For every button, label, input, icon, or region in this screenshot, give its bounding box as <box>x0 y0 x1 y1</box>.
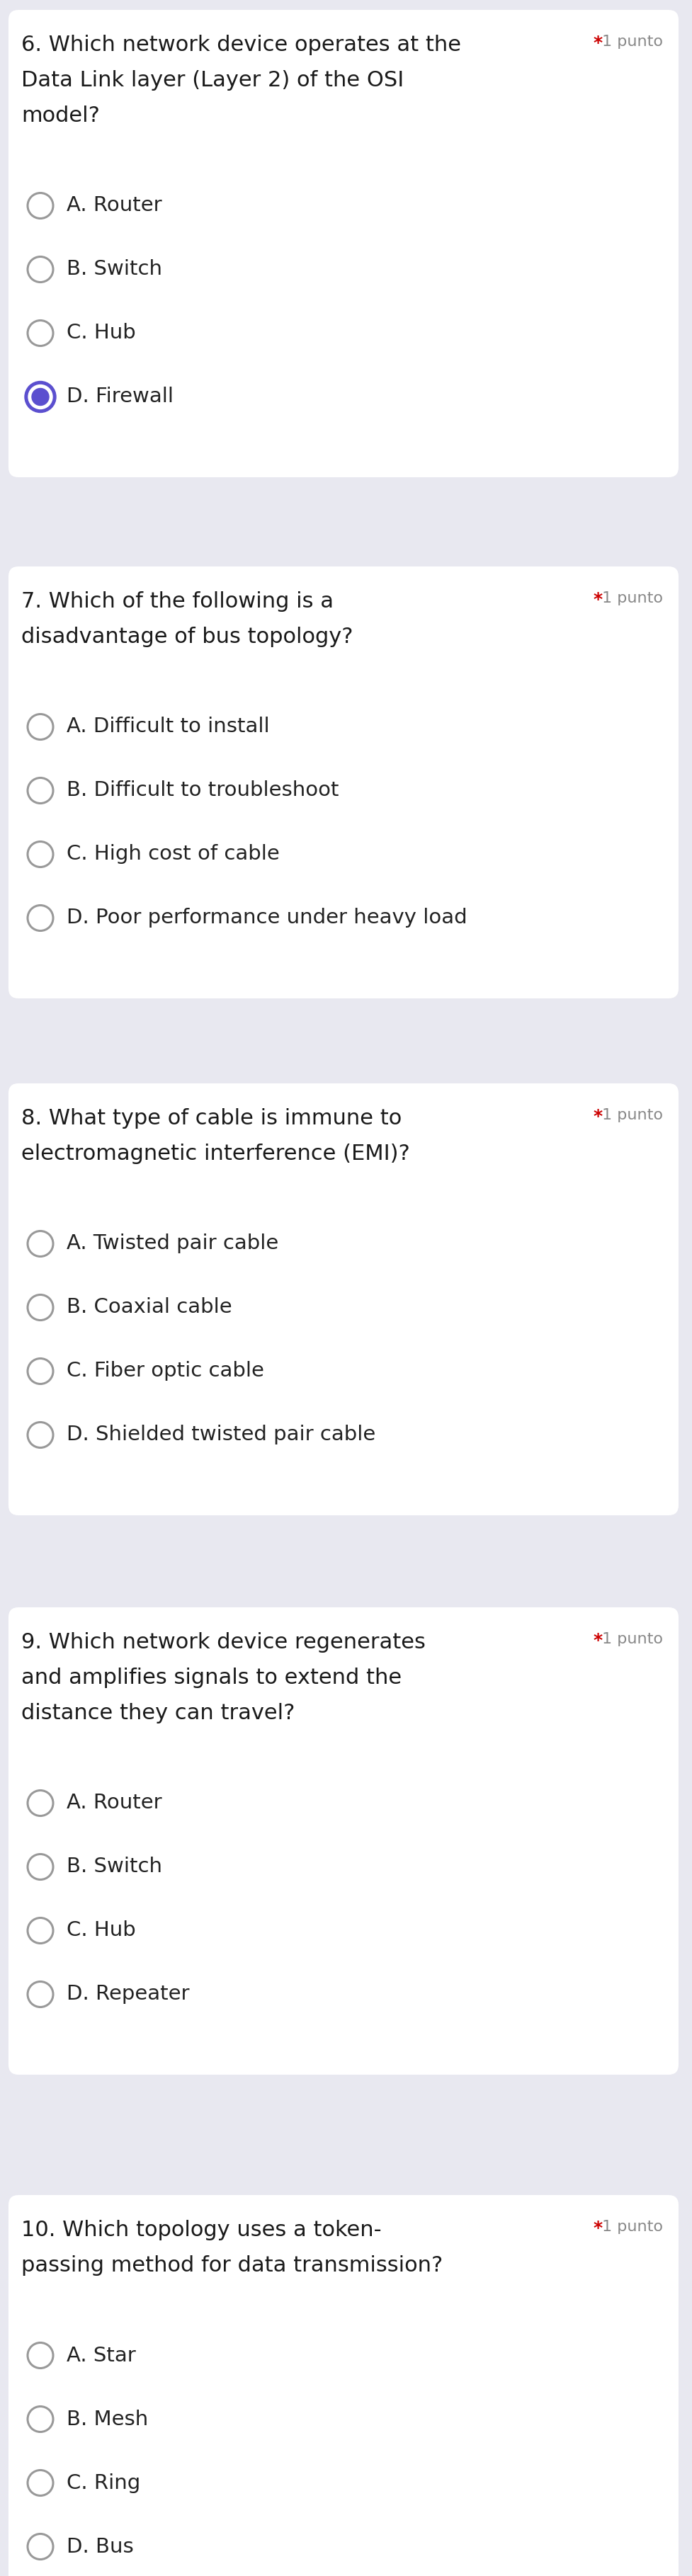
Circle shape <box>28 384 53 410</box>
Text: B. Switch: B. Switch <box>66 260 162 278</box>
Text: B. Switch: B. Switch <box>66 1857 162 1878</box>
Text: C. Fiber optic cable: C. Fiber optic cable <box>66 1360 264 1381</box>
Text: passing method for data transmission?: passing method for data transmission? <box>21 2254 442 2275</box>
FancyBboxPatch shape <box>8 2195 678 2576</box>
Circle shape <box>32 389 49 404</box>
Text: 1 punto: 1 punto <box>601 592 662 605</box>
Text: 8. What type of cable is immune to: 8. What type of cable is immune to <box>21 1108 401 1128</box>
FancyBboxPatch shape <box>8 1084 678 1515</box>
Text: A. Star: A. Star <box>66 2347 136 2365</box>
Text: C. High cost of cable: C. High cost of cable <box>66 845 280 863</box>
Text: D. Bus: D. Bus <box>66 2537 134 2555</box>
Text: D. Firewall: D. Firewall <box>66 386 174 407</box>
Text: B. Coaxial cable: B. Coaxial cable <box>66 1298 232 1316</box>
Text: 10. Which topology uses a token-: 10. Which topology uses a token- <box>21 2221 381 2241</box>
Text: electromagnetic interference (EMI)?: electromagnetic interference (EMI)? <box>21 1144 410 1164</box>
Text: 1 punto: 1 punto <box>601 2221 662 2233</box>
Text: 1 punto: 1 punto <box>601 33 662 49</box>
Text: A. Twisted pair cable: A. Twisted pair cable <box>66 1234 278 1255</box>
Text: 9. Which network device regenerates: 9. Which network device regenerates <box>21 1633 425 1654</box>
Text: C. Hub: C. Hub <box>66 322 136 343</box>
Text: 1 punto: 1 punto <box>601 1108 662 1123</box>
FancyBboxPatch shape <box>8 1607 678 2074</box>
FancyBboxPatch shape <box>8 567 678 999</box>
Text: *: * <box>593 2221 602 2236</box>
Text: D. Repeater: D. Repeater <box>66 1984 190 2004</box>
FancyBboxPatch shape <box>8 10 678 477</box>
Text: C. Hub: C. Hub <box>66 1922 136 1940</box>
Text: disadvantage of bus topology?: disadvantage of bus topology? <box>21 626 353 647</box>
Text: model?: model? <box>21 106 100 126</box>
Text: D. Poor performance under heavy load: D. Poor performance under heavy load <box>66 909 466 927</box>
Text: *: * <box>593 1108 602 1126</box>
Text: A. Router: A. Router <box>66 196 162 216</box>
Text: *: * <box>593 33 602 52</box>
Text: B. Mesh: B. Mesh <box>66 2409 148 2429</box>
Text: distance they can travel?: distance they can travel? <box>21 1703 295 1723</box>
Circle shape <box>25 381 56 412</box>
Text: *: * <box>593 592 602 608</box>
Text: and amplifies signals to extend the: and amplifies signals to extend the <box>21 1667 401 1687</box>
Text: C. Ring: C. Ring <box>66 2473 140 2494</box>
Text: 6. Which network device operates at the: 6. Which network device operates at the <box>21 33 461 54</box>
Text: Data Link layer (Layer 2) of the OSI: Data Link layer (Layer 2) of the OSI <box>21 70 403 90</box>
Text: 1 punto: 1 punto <box>601 1633 662 1646</box>
Text: *: * <box>593 1633 602 1649</box>
Text: A. Difficult to install: A. Difficult to install <box>66 716 269 737</box>
Text: 7. Which of the following is a: 7. Which of the following is a <box>21 592 334 611</box>
Text: D. Shielded twisted pair cable: D. Shielded twisted pair cable <box>66 1425 375 1445</box>
Text: A. Router: A. Router <box>66 1793 162 1814</box>
Text: B. Difficult to troubleshoot: B. Difficult to troubleshoot <box>66 781 338 801</box>
